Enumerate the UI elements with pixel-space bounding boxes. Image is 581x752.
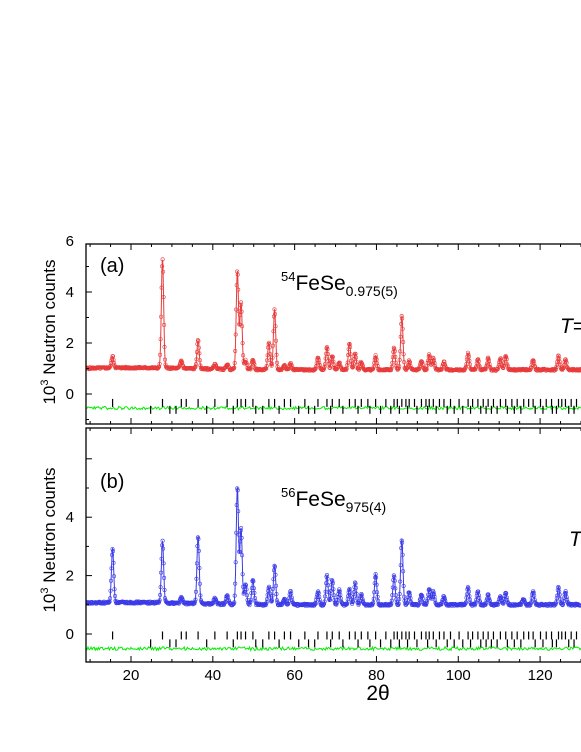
panel-a-label: (a): [100, 255, 124, 277]
observed-point: [282, 597, 287, 602]
panel-b-frame: [85, 427, 581, 663]
observed-point: [330, 354, 335, 359]
observed-point: [416, 366, 421, 371]
x-tick-label: 40: [204, 667, 221, 684]
x-tick-label: 20: [123, 667, 140, 684]
y-tick-label: 2: [66, 335, 74, 352]
y-tick-label: 0: [66, 386, 74, 403]
panel-b-difference-curve: [86, 645, 581, 653]
panel-b-temperature-label: T: [569, 528, 581, 551]
x-tick-label: 60: [286, 667, 303, 684]
observed-point: [495, 366, 500, 371]
panel-a-reflection-row-2: [150, 405, 575, 414]
panel-a-calculated-curve: [86, 259, 581, 371]
panel-b-plot: 20 40 60 80 100 120 0 2 4: [66, 427, 581, 684]
observed-point: [521, 597, 526, 602]
observed-point: [350, 365, 355, 370]
observed-point: [486, 592, 491, 597]
observed-point: [462, 366, 467, 371]
panel-a-y-axis-title: 103 Neutron counts: [39, 259, 59, 404]
observed-point: [424, 600, 429, 605]
observed-point: [107, 599, 112, 604]
observed-point: [500, 600, 505, 605]
x-tick-label: 120: [528, 667, 553, 684]
observed-point: [250, 357, 255, 362]
observed-point: [333, 601, 338, 606]
panel-a: (a) 54FeSe0.975(5) T= 103 Neutron counts: [39, 255, 581, 405]
observed-point: [500, 365, 505, 370]
panel-a-temperature-label: T=: [560, 315, 581, 338]
observed-point: [226, 364, 231, 369]
observed-point: [313, 366, 318, 371]
y-tick-label: 0: [66, 626, 74, 643]
panel-b-reflection-row-2: [150, 639, 575, 648]
panel-b-compound-title: 56FeSe975(4): [281, 485, 386, 515]
observed-point: [263, 366, 268, 371]
panel-a-plot: 0 2 4 6: [66, 233, 581, 425]
observed-point: [503, 590, 508, 595]
panel-b-y-axis-title: 103 Neutron counts: [39, 467, 59, 612]
observed-point: [316, 355, 321, 360]
observed-point: [553, 601, 558, 606]
panel-a-reflection-row-1: [111, 398, 578, 407]
plot-layer: 0 2 4 6 20 40 60 80 100 120 0 2 4: [66, 233, 581, 684]
observed-point: [370, 367, 375, 372]
observed-point: [531, 358, 536, 363]
observed-point: [560, 602, 565, 607]
panel-b: (b) 56FeSe975(4) T 103 Neutron counts 2θ: [39, 467, 581, 705]
panel-a-difference-curve: [86, 405, 581, 412]
y-tick-label: 4: [66, 284, 74, 301]
panel-a-frame: [85, 243, 581, 425]
observed-point: [322, 366, 327, 371]
y-tick-label: 2: [66, 568, 74, 585]
panel-b-label: (b): [100, 471, 124, 493]
observed-point: [407, 359, 412, 364]
observed-point: [473, 601, 478, 606]
x-tick-label: 100: [446, 667, 471, 684]
y-tick-label: 4: [66, 509, 74, 526]
x-tick-label: 80: [368, 667, 385, 684]
observed-point: [179, 595, 184, 600]
y-tick-label: 6: [66, 233, 74, 250]
observed-point: [334, 602, 339, 607]
panel-a-compound-title: 54FeSe0.975(5): [281, 269, 398, 299]
x-axis-title: 2θ: [366, 682, 389, 705]
panel-b-reflection-row-1: [111, 631, 578, 640]
observed-point: [288, 360, 293, 365]
panel-b-calculated-curve: [86, 487, 581, 606]
